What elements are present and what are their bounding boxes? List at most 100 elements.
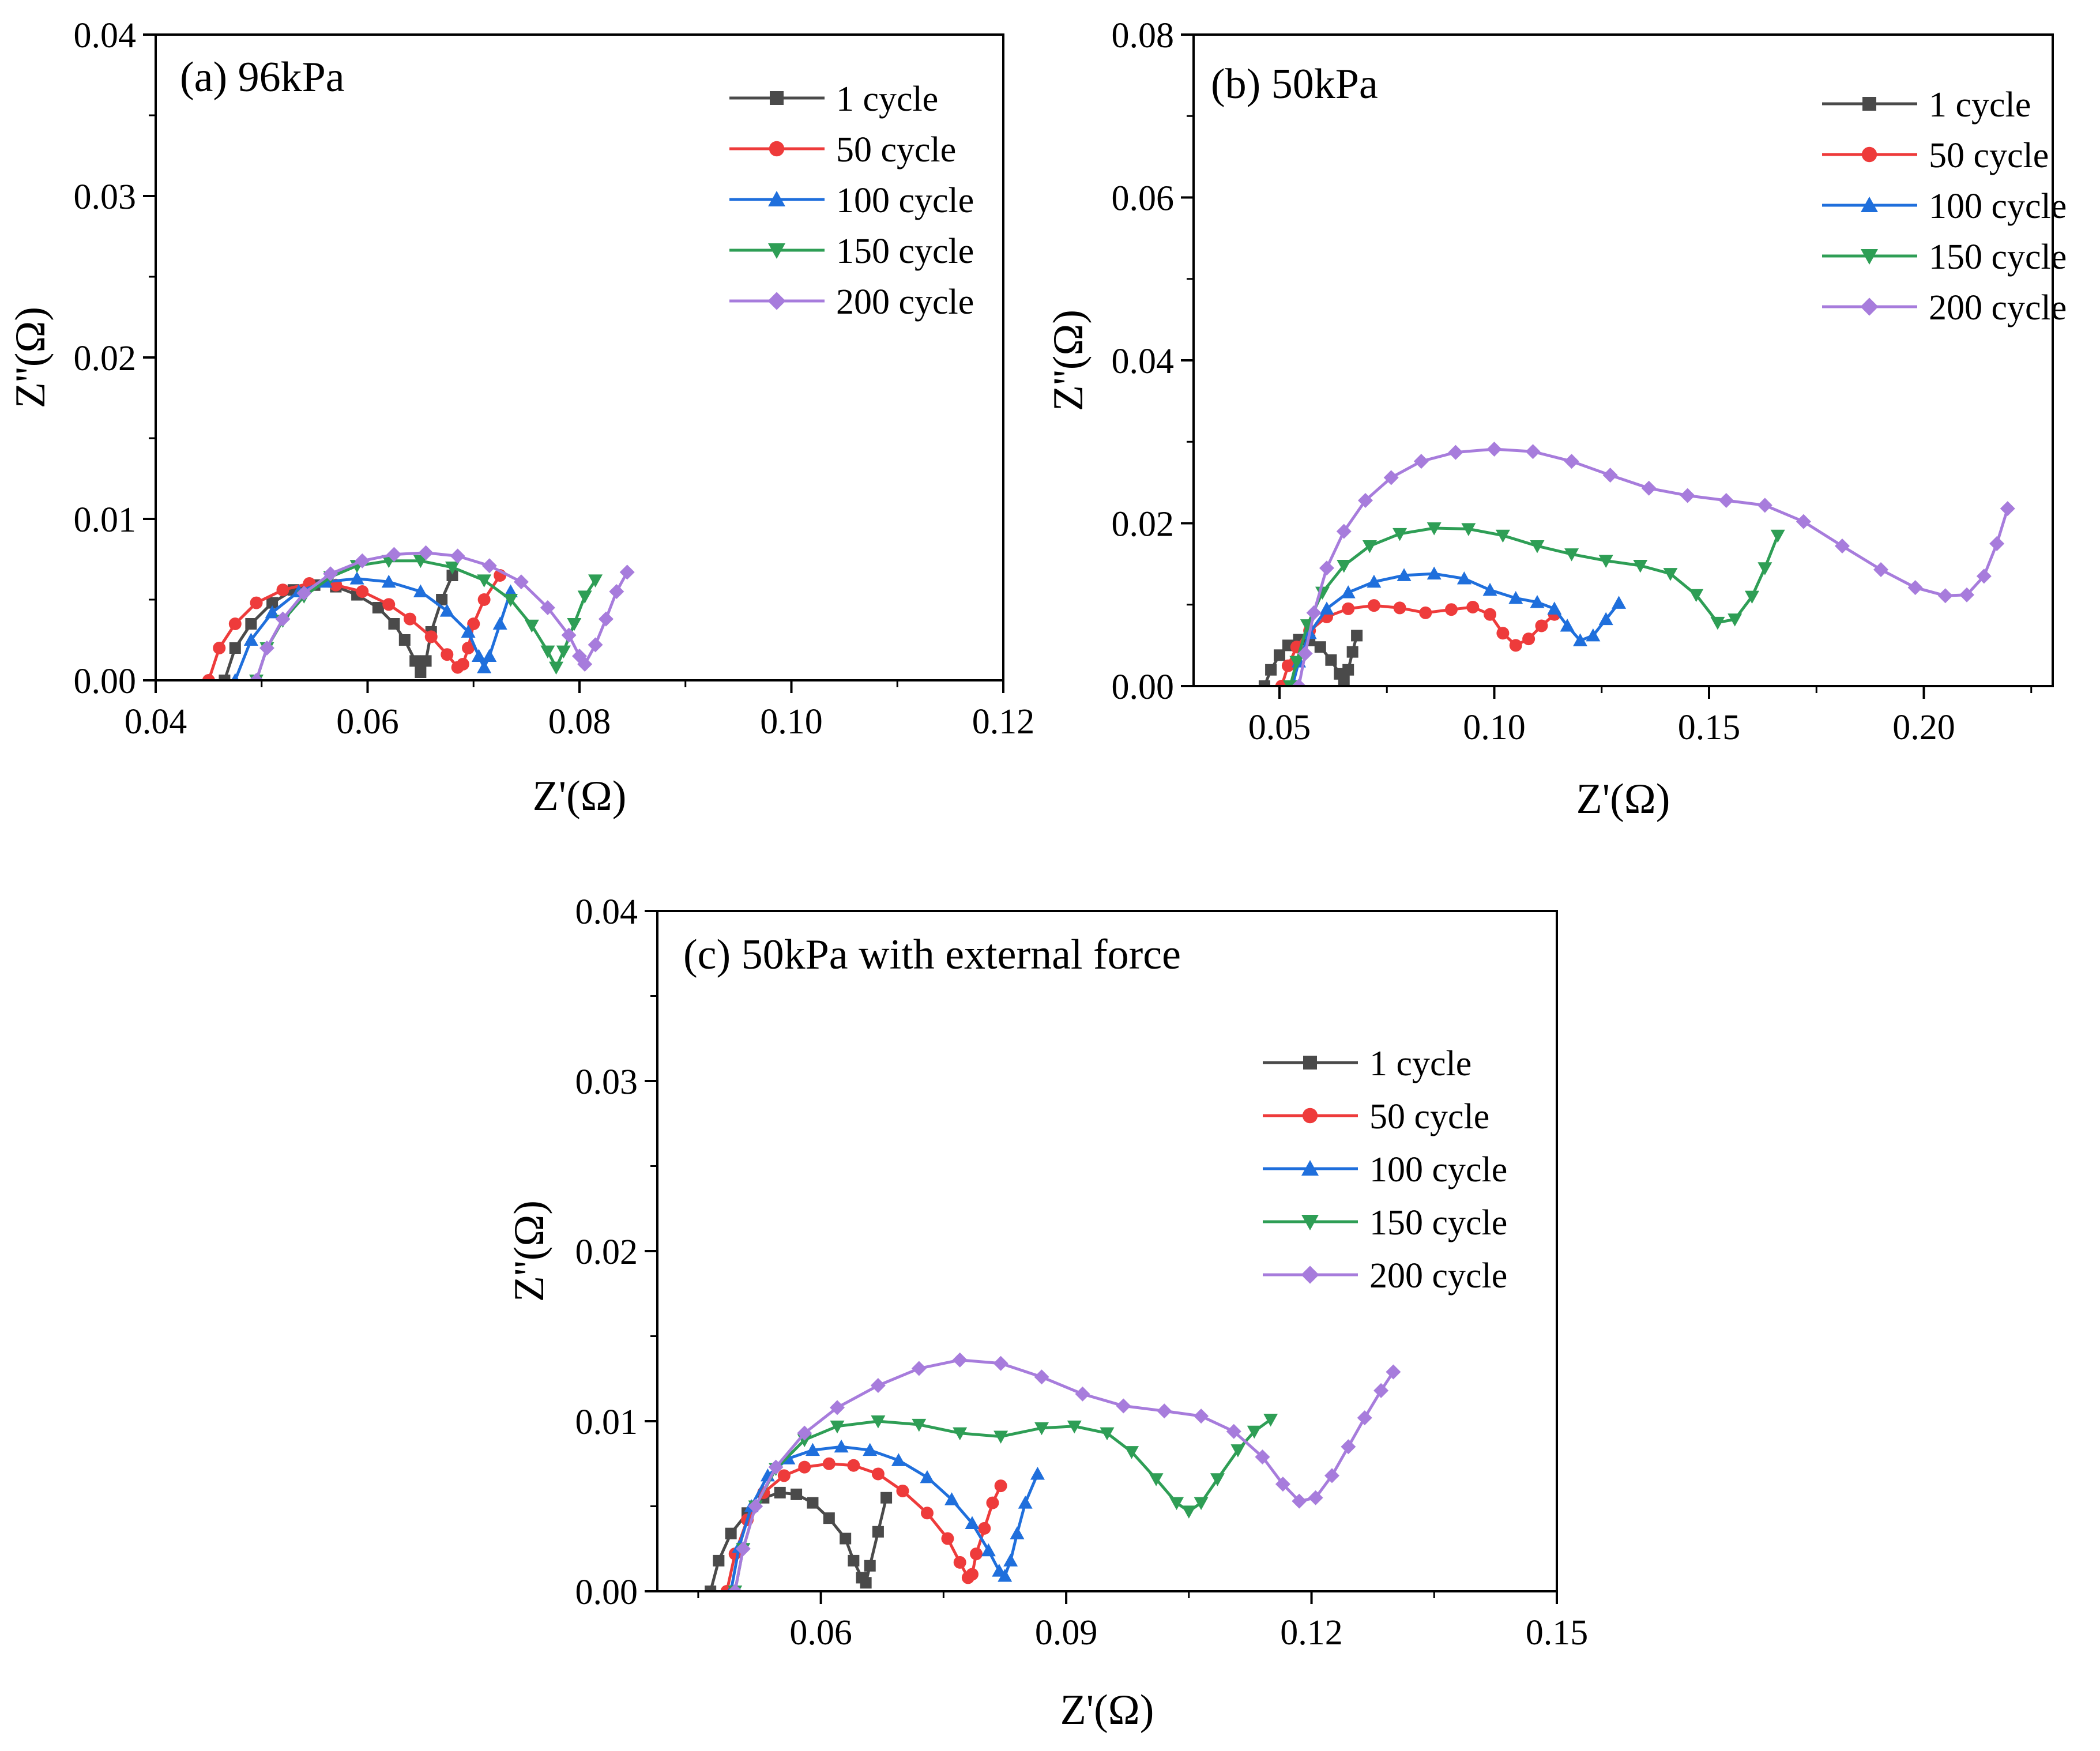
data-point xyxy=(1274,649,1285,661)
data-point xyxy=(1030,1466,1045,1480)
legend-swatch-marker xyxy=(767,292,786,310)
data-point xyxy=(418,545,434,560)
data-point xyxy=(863,1443,878,1456)
legend-item: 50 cycle xyxy=(1822,136,2049,175)
x-tick-label: 0.04 xyxy=(125,702,187,741)
legend-swatch-marker xyxy=(1860,298,1879,316)
data-point xyxy=(1319,601,1334,615)
legend-label: 150 cycle xyxy=(836,232,974,271)
data-point xyxy=(1034,1369,1049,1385)
data-point xyxy=(847,1459,860,1472)
data-point xyxy=(1689,589,1704,603)
legend-item: 50 cycle xyxy=(729,130,956,170)
data-point xyxy=(1306,605,1322,620)
data-point xyxy=(705,1586,717,1591)
data-point xyxy=(556,645,571,659)
data-point xyxy=(372,602,384,613)
data-point xyxy=(864,1560,876,1572)
legend-swatch-marker xyxy=(1302,1108,1318,1124)
data-point xyxy=(1530,595,1545,608)
data-point xyxy=(1319,560,1334,576)
data-point xyxy=(561,627,577,643)
data-point xyxy=(830,1420,845,1434)
legend: 1 cycle 50 cycle 100 cycle 150 cycle 200 cyc… xyxy=(1263,1044,1507,1296)
data-point xyxy=(1959,587,1974,603)
data-point xyxy=(588,637,603,653)
y-tick-label: 0.01 xyxy=(575,1403,638,1442)
data-point xyxy=(774,1486,786,1498)
data-point xyxy=(577,590,592,604)
y-tick-label: 0.02 xyxy=(575,1233,638,1272)
data-point xyxy=(1075,1386,1090,1402)
legend-label: 100 cycle xyxy=(836,181,974,220)
legend-item: 200 cycle xyxy=(1263,1256,1507,1296)
data-point xyxy=(249,673,264,680)
legend-swatch-marker xyxy=(1301,1215,1319,1230)
data-point xyxy=(1373,1383,1389,1398)
x-tick-label: 0.20 xyxy=(1892,708,1955,747)
data-point xyxy=(920,1470,935,1483)
data-point xyxy=(1466,600,1480,613)
data-point xyxy=(1796,514,1811,529)
data-point xyxy=(1745,590,1759,604)
data-point xyxy=(1496,627,1510,640)
y-axis-title: Z''(Ω) xyxy=(1045,310,1092,411)
data-point xyxy=(229,642,241,654)
data-point xyxy=(1255,1449,1270,1464)
data-point xyxy=(446,570,458,581)
series-1-cycle xyxy=(1258,630,1363,686)
data-point xyxy=(1341,585,1356,598)
data-point xyxy=(727,1584,743,1591)
legend-swatch-marker xyxy=(1301,1160,1319,1176)
data-point xyxy=(941,1532,954,1545)
data-point xyxy=(1124,1446,1139,1459)
data-point xyxy=(231,673,239,680)
legend-label: 50 cycle xyxy=(1369,1097,1489,1136)
legend-swatch-marker xyxy=(1301,1266,1319,1284)
data-point xyxy=(1338,673,1350,686)
data-point xyxy=(1560,618,1575,632)
data-point xyxy=(994,1479,1007,1493)
data-point xyxy=(798,1460,811,1474)
data-point xyxy=(461,624,476,638)
data-point xyxy=(1535,619,1548,632)
panel-title: (c) 50kPa with external force xyxy=(683,931,1181,978)
data-point xyxy=(880,1492,893,1504)
data-point xyxy=(1247,1425,1262,1439)
data-point xyxy=(323,566,338,582)
data-point xyxy=(998,1568,1013,1582)
data-point xyxy=(748,1498,763,1514)
series-line xyxy=(733,1418,1272,1591)
data-point xyxy=(1834,539,1850,554)
data-point xyxy=(840,1532,852,1545)
data-point xyxy=(1351,630,1363,642)
x-axis-title: Z'(Ω) xyxy=(1060,1686,1154,1734)
legend-swatch-marker xyxy=(1861,197,1878,212)
data-point xyxy=(219,675,231,680)
legend-label: 1 cycle xyxy=(836,80,938,119)
legend-swatch-marker xyxy=(1862,97,1876,111)
data-point xyxy=(386,547,402,562)
y-tick-label: 0.08 xyxy=(1112,16,1175,55)
data-point xyxy=(1341,1439,1356,1455)
legend-item: 200 cycle xyxy=(729,283,974,322)
panel-title: (b) 50kPa xyxy=(1211,61,1378,108)
legend-swatch-marker xyxy=(1303,1056,1317,1070)
series-200-cycle xyxy=(727,1352,1401,1591)
data-point xyxy=(944,1492,959,1505)
legend-item: 150 cycle xyxy=(729,232,974,271)
data-point xyxy=(1358,492,1373,508)
data-point xyxy=(1586,628,1601,642)
data-point xyxy=(445,562,460,575)
x-tick-label: 0.05 xyxy=(1248,708,1311,747)
data-point xyxy=(1482,582,1497,596)
data-point xyxy=(978,1522,991,1535)
data-point xyxy=(424,630,438,643)
y-tick-label: 0.04 xyxy=(74,16,137,55)
data-point xyxy=(823,1512,835,1524)
data-point xyxy=(462,642,475,654)
data-point xyxy=(1342,602,1355,615)
data-point xyxy=(503,594,518,607)
data-point xyxy=(413,584,428,597)
